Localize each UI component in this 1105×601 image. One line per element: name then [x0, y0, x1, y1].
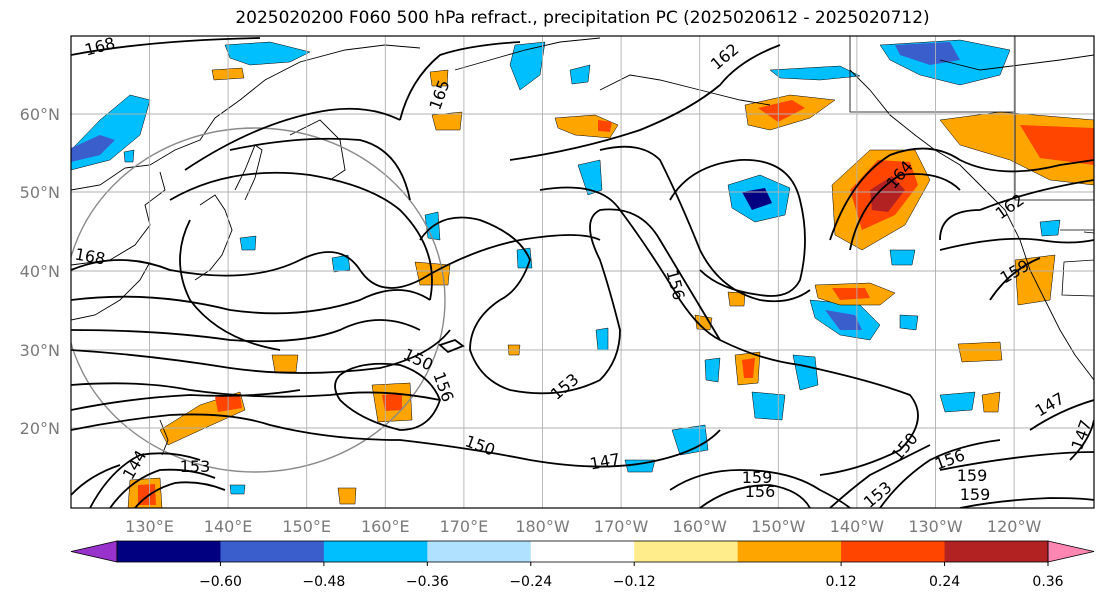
precip-patch	[832, 288, 870, 300]
precip-patch	[509, 41, 546, 91]
precip-patch	[382, 393, 402, 411]
colorbar-segment	[427, 541, 532, 562]
precip-patch	[957, 341, 1003, 363]
colorbar-tick-label: 0.12	[826, 574, 857, 590]
contour-label: 156	[745, 482, 776, 501]
colorbar-tick-labels: −0.60−0.48−0.36−0.24−0.120.120.240.360.4…	[199, 562, 1064, 590]
precip-patch	[939, 391, 976, 413]
lat-label: 20°N	[20, 419, 60, 438]
colorbar-tick-label: 0.24	[929, 574, 960, 590]
precip-patch	[239, 235, 257, 251]
colorbar-segment	[117, 541, 221, 562]
precip-patch	[889, 249, 916, 266]
colorbar-tick-label: −0.48	[302, 574, 345, 590]
precip-patch	[825, 310, 862, 330]
lon-label: 170°E	[440, 517, 489, 536]
precip-patch	[895, 42, 960, 65]
precip-patch	[569, 64, 591, 85]
precip-patch	[870, 176, 905, 212]
contour-label: 153	[180, 457, 211, 476]
precip-patch	[595, 327, 609, 351]
contour-label: 159	[742, 468, 773, 487]
refractivity-contours	[71, 37, 1094, 508]
precip-patch	[751, 391, 786, 421]
precip-patch	[1039, 219, 1061, 237]
colorbar-segment	[530, 541, 635, 562]
precip-patch	[123, 149, 135, 163]
precip-patch	[271, 354, 299, 373]
precip-patch	[229, 484, 246, 495]
lon-label: 170°W	[594, 517, 649, 536]
precip-patch	[331, 254, 351, 273]
colorbar-extend-high	[1047, 540, 1095, 563]
colorbar-tick-label: 0.36	[1032, 574, 1063, 590]
precip-patch	[224, 41, 311, 66]
precip-patch	[71, 135, 115, 162]
precip-patch	[981, 391, 1001, 413]
lat-label: 50°N	[20, 183, 60, 202]
precip-patch	[758, 100, 805, 122]
latitude-labels: 60°N 50°N 40°N 30°N 20°N	[20, 105, 60, 438]
lon-label: 140°E	[204, 517, 253, 536]
precip-patch	[429, 69, 449, 87]
lon-label: 150°E	[282, 517, 331, 536]
precip-patch	[792, 354, 819, 391]
lon-label: 140°W	[830, 517, 885, 536]
precip-patch	[899, 314, 919, 331]
colorbar-segment	[323, 541, 428, 562]
lon-label: 180°W	[515, 517, 570, 536]
precip-patch	[337, 487, 357, 505]
colorbar-tick-label: −0.60	[199, 574, 242, 590]
lon-label: 160°E	[361, 517, 410, 536]
colorbar-segment	[737, 541, 842, 562]
colorbar-segment	[841, 541, 946, 562]
colorbar-tick-label: −0.24	[509, 574, 552, 590]
precip-patch	[671, 424, 709, 456]
lat-label: 60°N	[20, 105, 60, 124]
borders	[849, 36, 1094, 297]
map-frame	[71, 36, 1094, 508]
range-circle	[71, 127, 446, 473]
colorbar-tick-label: −0.12	[613, 574, 656, 590]
colorbar-segment	[944, 541, 1049, 562]
precip-patch	[742, 188, 772, 210]
colorbar-extend-low	[70, 540, 118, 563]
precip-patch	[742, 358, 755, 378]
precip-patch	[704, 357, 721, 383]
colorbar	[70, 540, 1095, 563]
lat-label: 40°N	[20, 262, 60, 281]
lon-label: 130°E	[125, 517, 174, 536]
contour-label: 159	[960, 485, 991, 504]
lat-label: 30°N	[20, 341, 60, 360]
colorbar-tick-label: −0.36	[406, 574, 449, 590]
colorbar-segment	[634, 541, 739, 562]
graticule	[71, 36, 1094, 508]
map-title: 2025020200 F060 500 hPa refract., precip…	[235, 8, 930, 28]
lon-label: 150°W	[751, 517, 806, 536]
lon-label: 120°W	[987, 517, 1042, 536]
precip-patch	[431, 111, 463, 131]
colorbar-segment	[220, 541, 325, 562]
precip-patch	[1020, 125, 1094, 165]
lon-label: 160°W	[673, 517, 728, 536]
lon-label: 130°W	[908, 517, 963, 536]
precip-patch	[598, 120, 612, 132]
precip-patch	[577, 159, 603, 196]
longitude-labels: 130°E 140°E 150°E 160°E 170°E 180°W 170°W 160°W…	[125, 517, 1041, 536]
contour-label: 159	[957, 466, 988, 485]
